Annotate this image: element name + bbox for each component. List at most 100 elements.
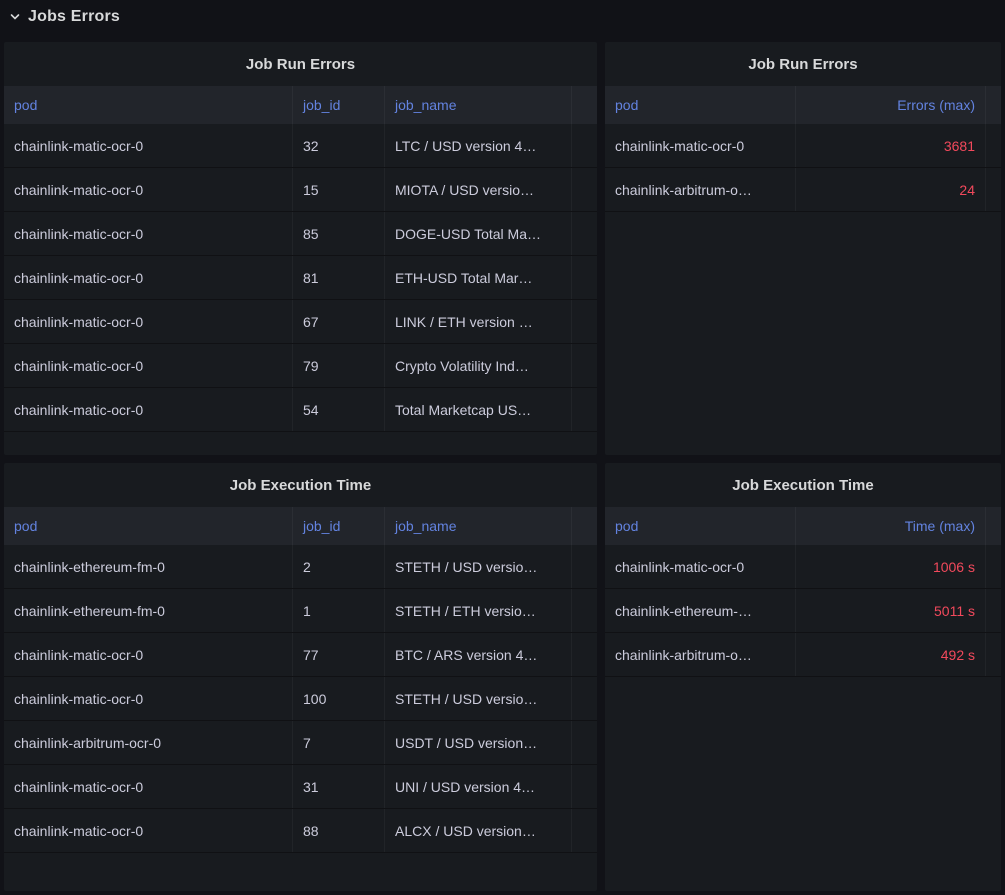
column-header-errors-max[interactable]: Errors (max) bbox=[795, 86, 985, 124]
table-scroll-gutter bbox=[571, 256, 597, 299]
cell-pod: chainlink-matic-ocr-0 bbox=[615, 558, 745, 575]
cell-job-id: 2 bbox=[292, 545, 384, 588]
cell-pod: chainlink-matic-ocr-0 bbox=[14, 646, 144, 663]
table-header-row: pod Time (max) bbox=[605, 507, 1001, 545]
cell-pod: chainlink-ethereum-fm-0 bbox=[14, 558, 165, 575]
table-scroll-gutter bbox=[571, 388, 597, 431]
table-scroll-gutter bbox=[985, 507, 1001, 545]
cell-pod: chainlink-matic-ocr-0 bbox=[14, 690, 144, 707]
cell-job-id: 7 bbox=[292, 721, 384, 764]
column-header-job-name[interactable]: job_name bbox=[384, 507, 571, 545]
cell-pod: chainlink-matic-ocr-0 bbox=[14, 225, 144, 242]
column-header-pod[interactable]: pod bbox=[14, 97, 38, 113]
table-scroll-gutter bbox=[571, 545, 597, 588]
table-row: chainlink-matic-ocr-0 31 UNI / USD versi… bbox=[4, 765, 597, 809]
table-row: chainlink-arbitrum-o… 492 s bbox=[605, 633, 1001, 677]
table-row: chainlink-matic-ocr-0 54 Total Marketcap… bbox=[4, 388, 597, 432]
column-header-pod[interactable]: pod bbox=[615, 97, 639, 113]
table-scroll-gutter bbox=[571, 168, 597, 211]
column-header-time-max[interactable]: Time (max) bbox=[795, 507, 985, 545]
table-scroll-gutter bbox=[985, 589, 1001, 632]
table-row: chainlink-ethereum-… 5011 s bbox=[605, 589, 1001, 633]
column-header-pod[interactable]: pod bbox=[14, 518, 38, 534]
table: pod job_id job_name chainlink-matic-ocr-… bbox=[4, 86, 597, 455]
cell-time-value: 492 s bbox=[795, 633, 985, 676]
table-scroll-gutter bbox=[571, 809, 597, 852]
cell-job-id: 88 bbox=[292, 809, 384, 852]
cell-pod: chainlink-matic-ocr-0 bbox=[14, 137, 144, 154]
table-scroll-gutter bbox=[571, 212, 597, 255]
table-scroll-gutter bbox=[571, 344, 597, 387]
cell-job-name: USDT / USD version… bbox=[384, 721, 571, 764]
panel-title[interactable]: Job Execution Time bbox=[229, 476, 372, 494]
column-header-pod[interactable]: pod bbox=[615, 518, 639, 534]
cell-pod: chainlink-ethereum-… bbox=[615, 602, 752, 619]
table-scroll-gutter bbox=[571, 721, 597, 764]
cell-pod: chainlink-matic-ocr-0 bbox=[14, 357, 144, 374]
cell-pod: chainlink-ethereum-fm-0 bbox=[14, 602, 165, 619]
cell-pod: chainlink-matic-ocr-0 bbox=[14, 269, 144, 286]
table-scroll-gutter bbox=[571, 677, 597, 720]
cell-pod: chainlink-matic-ocr-0 bbox=[14, 313, 144, 330]
cell-job-name: UNI / USD version 4… bbox=[384, 765, 571, 808]
table-row: chainlink-matic-ocr-0 81 ETH-USD Total M… bbox=[4, 256, 597, 300]
table-scroll-gutter bbox=[985, 168, 1001, 211]
panel-title[interactable]: Job Run Errors bbox=[245, 55, 356, 73]
table-scroll-gutter bbox=[571, 86, 597, 124]
cell-job-id: 54 bbox=[292, 388, 384, 431]
table-row: chainlink-matic-ocr-0 100 STETH / USD ve… bbox=[4, 677, 597, 721]
cell-job-name: MIOTA / USD versio… bbox=[384, 168, 571, 211]
column-header-job-id[interactable]: job_id bbox=[292, 86, 384, 124]
cell-pod: chainlink-matic-ocr-0 bbox=[615, 137, 745, 154]
cell-job-name: STETH / USD versio… bbox=[384, 677, 571, 720]
table-row: chainlink-matic-ocr-0 32 LTC / USD versi… bbox=[4, 124, 597, 168]
cell-pod: chainlink-matic-ocr-0 bbox=[14, 401, 144, 418]
panel-title[interactable]: Job Run Errors bbox=[748, 55, 858, 73]
panel-title[interactable]: Job Execution Time bbox=[732, 476, 874, 494]
cell-job-id: 77 bbox=[292, 633, 384, 676]
cell-job-name: Crypto Volatility Ind… bbox=[384, 344, 571, 387]
panel-job-run-errors-max: Job Run Errors pod Errors (max) chainlin… bbox=[605, 42, 1001, 455]
table-scroll-gutter bbox=[985, 86, 1001, 124]
cell-job-name: BTC / ARS version 4… bbox=[384, 633, 571, 676]
table-scroll-gutter bbox=[985, 124, 1001, 167]
cell-job-name: Total Marketcap US… bbox=[384, 388, 571, 431]
section-title: Jobs Errors bbox=[28, 8, 121, 25]
table-header-row: pod job_id job_name bbox=[4, 86, 597, 124]
table-scroll-gutter bbox=[985, 633, 1001, 676]
cell-job-name: LINK / ETH version … bbox=[384, 300, 571, 343]
cell-pod: chainlink-arbitrum-o… bbox=[615, 646, 752, 663]
table-header-row: pod Errors (max) bbox=[605, 86, 1001, 124]
table-scroll-gutter bbox=[571, 124, 597, 167]
cell-job-id: 31 bbox=[292, 765, 384, 808]
section-header-jobs-errors[interactable]: Jobs Errors bbox=[0, 0, 1005, 42]
cell-job-name: STETH / ETH versio… bbox=[384, 589, 571, 632]
column-header-job-id[interactable]: job_id bbox=[292, 507, 384, 545]
table-row: chainlink-matic-ocr-0 79 Crypto Volatili… bbox=[4, 344, 597, 388]
cell-job-id: 15 bbox=[292, 168, 384, 211]
cell-job-name: STETH / USD versio… bbox=[384, 545, 571, 588]
table-scroll-gutter bbox=[571, 507, 597, 545]
column-header-job-name[interactable]: job_name bbox=[384, 86, 571, 124]
cell-job-name: DOGE-USD Total Ma… bbox=[384, 212, 571, 255]
cell-errors-value: 24 bbox=[795, 168, 985, 211]
table: pod Time (max) chainlink-matic-ocr-0 100… bbox=[605, 507, 1001, 891]
table: pod Errors (max) chainlink-matic-ocr-0 3… bbox=[605, 86, 1001, 455]
table-scroll-gutter bbox=[571, 589, 597, 632]
table-row: chainlink-arbitrum-o… 24 bbox=[605, 168, 1001, 212]
cell-pod: chainlink-matic-ocr-0 bbox=[14, 822, 144, 839]
cell-job-id: 81 bbox=[292, 256, 384, 299]
table-row: chainlink-matic-ocr-0 85 DOGE-USD Total … bbox=[4, 212, 597, 256]
table-row: chainlink-matic-ocr-0 67 LINK / ETH vers… bbox=[4, 300, 597, 344]
cell-job-id: 1 bbox=[292, 589, 384, 632]
table-row: chainlink-ethereum-fm-0 2 STETH / USD ve… bbox=[4, 545, 597, 589]
table-row: chainlink-matic-ocr-0 88 ALCX / USD vers… bbox=[4, 809, 597, 853]
panel-job-execution-time-list: Job Execution Time pod job_id job_name c… bbox=[4, 463, 597, 891]
panel-job-run-errors-list: Job Run Errors pod job_id job_name chain… bbox=[4, 42, 597, 455]
table-scroll-gutter bbox=[571, 300, 597, 343]
table-row: chainlink-ethereum-fm-0 1 STETH / ETH ve… bbox=[4, 589, 597, 633]
table-header-row: pod job_id job_name bbox=[4, 507, 597, 545]
cell-time-value: 5011 s bbox=[795, 589, 985, 632]
table-row: chainlink-matic-ocr-0 77 BTC / ARS versi… bbox=[4, 633, 597, 677]
